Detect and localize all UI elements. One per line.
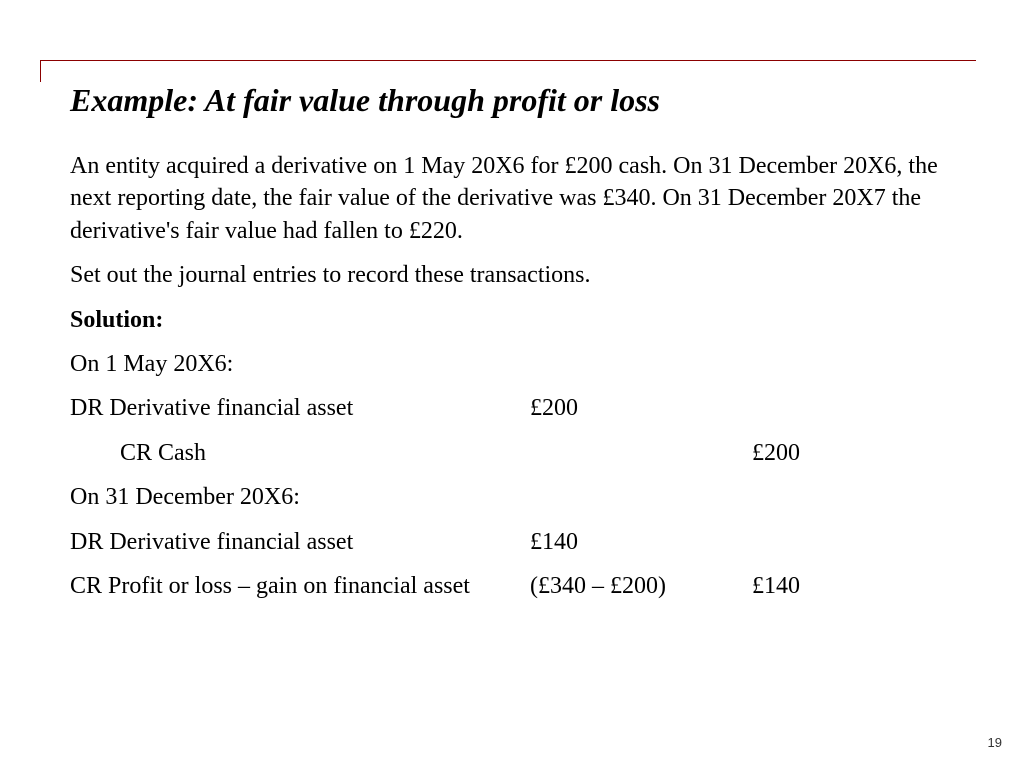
journal-entry: DR Derivative financial asset £200 <box>70 392 964 424</box>
intro-paragraph: An entity acquired a derivative on 1 May… <box>70 150 964 247</box>
solution-heading: Solution: <box>70 304 964 336</box>
date-line-1: On 1 May 20X6: <box>70 348 964 380</box>
journal-entry: CR Profit or loss – gain on financial as… <box>70 570 964 602</box>
entry-description: CR Profit or loss – gain on financial as… <box>70 570 530 602</box>
entry-description: CR Cash <box>70 437 530 469</box>
entry-credit: £140 <box>690 570 800 602</box>
entry-debit: (£340 – £200) <box>530 570 690 602</box>
entry-description: DR Derivative financial asset <box>70 392 530 424</box>
entry-debit: £200 <box>530 392 690 424</box>
entry-description: DR Derivative financial asset <box>70 526 530 558</box>
page-number: 19 <box>988 735 1002 750</box>
instruction-paragraph: Set out the journal entries to record th… <box>70 259 964 291</box>
date-line-2: On 31 December 20X6: <box>70 481 964 513</box>
entry-credit: £200 <box>690 437 800 469</box>
journal-entry: CR Cash £200 <box>70 437 964 469</box>
entry-debit: £140 <box>530 526 690 558</box>
slide-title: Example: At fair value through profit or… <box>70 82 660 119</box>
slide-body: An entity acquired a derivative on 1 May… <box>70 150 964 614</box>
journal-entry: DR Derivative financial asset £140 <box>70 526 964 558</box>
header-rule <box>40 60 976 61</box>
header-rule-tick <box>40 60 41 82</box>
